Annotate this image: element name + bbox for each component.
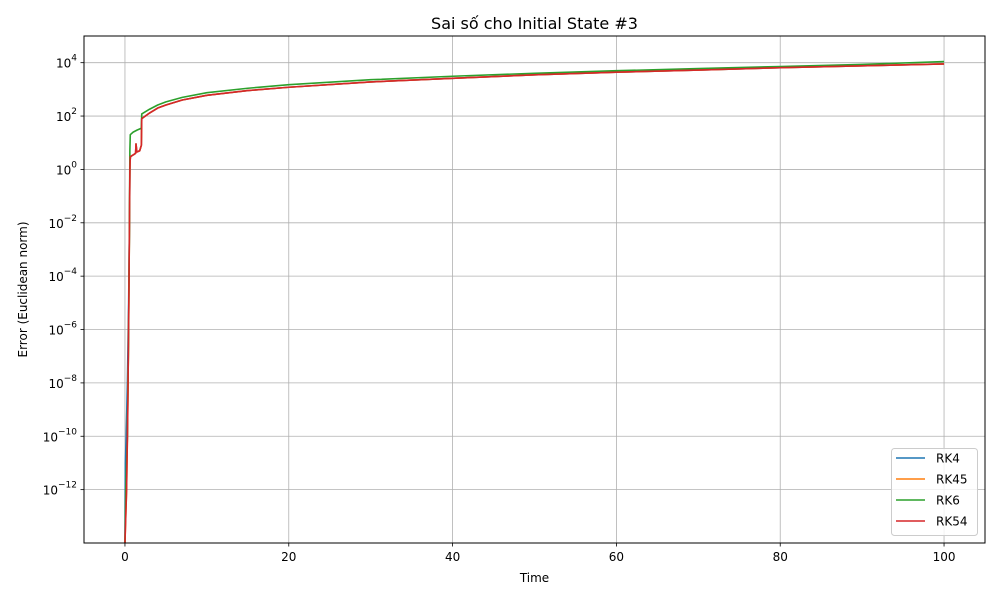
y-tick-label: 100 — [56, 160, 77, 177]
y-tick-label: 10−6 — [48, 321, 77, 338]
y-tick-label: 102 — [56, 107, 77, 124]
y-tick-label: 10−4 — [48, 267, 77, 284]
x-tick-label: 0 — [121, 550, 129, 564]
series-line-rk54 — [124, 63, 945, 544]
series-line-rk6 — [124, 60, 945, 544]
x-tick-label: 20 — [281, 550, 296, 564]
x-tick-label: 60 — [609, 550, 624, 564]
y-tick-label: 10−8 — [48, 374, 77, 391]
x-tick-label: 100 — [933, 550, 956, 564]
legend-label-rk4: RK4 — [936, 452, 960, 466]
series-line-rk4 — [124, 63, 945, 544]
legend-label-rk54: RK54 — [936, 515, 967, 529]
y-axis-label: Error (Euclidean norm) — [16, 221, 30, 357]
y-axis-ticks: 10−12 10−10 10−8 10−6 10−4 10−2 100 102 104 — [43, 54, 84, 498]
y-tick-label: 10−12 — [43, 481, 77, 498]
legend-box — [891, 448, 978, 536]
x-tick-label: 40 — [445, 550, 460, 564]
chart-title: Sai số cho Initial State #3 — [431, 14, 638, 33]
legend: RK4 RK45 RK6 RK54 — [891, 448, 978, 536]
legend-label-rk6: RK6 — [936, 494, 960, 508]
y-tick-label: 10−2 — [48, 214, 77, 231]
series-lines — [124, 60, 945, 544]
grid — [84, 36, 985, 543]
series-line-rk45 — [124, 63, 945, 544]
plot-area-frame — [83, 35, 986, 544]
y-tick-label: 104 — [56, 54, 77, 71]
legend-label-rk45: RK45 — [936, 473, 967, 487]
y-tick-label: 10−10 — [43, 427, 78, 444]
x-axis-ticks: 0 20 40 60 80 100 — [121, 543, 955, 564]
x-tick-label: 80 — [773, 550, 788, 564]
x-axis-label: Time — [519, 571, 549, 585]
